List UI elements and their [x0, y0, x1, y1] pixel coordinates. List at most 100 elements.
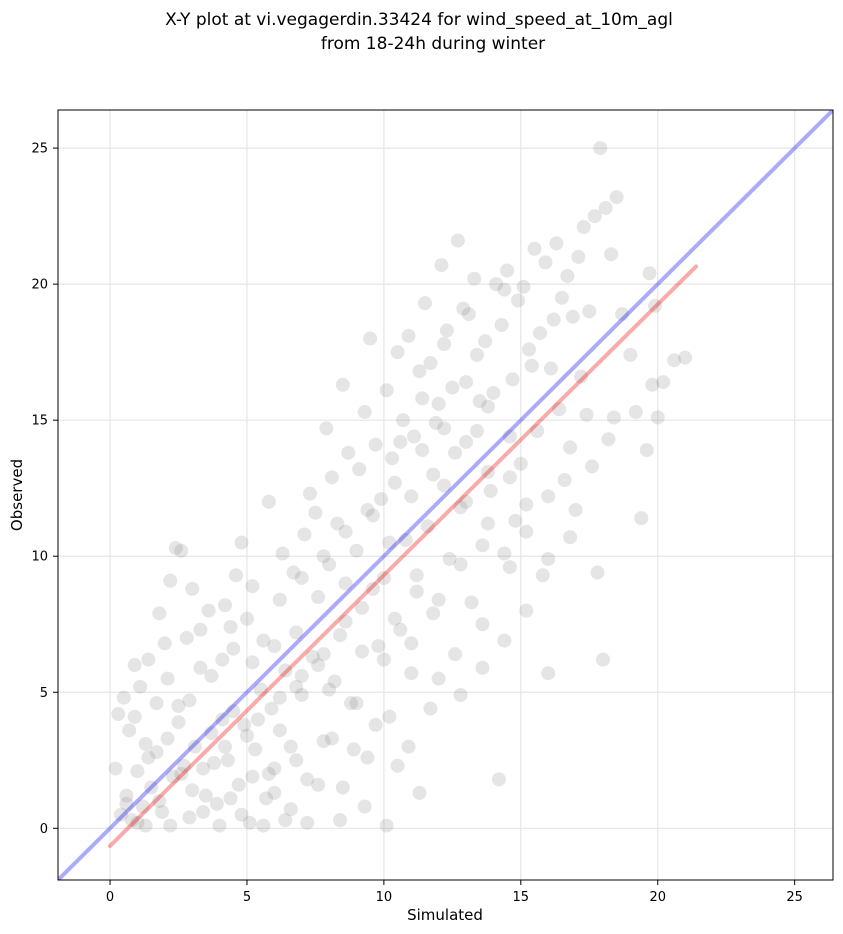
scatter-point	[459, 494, 474, 509]
scatter-point	[475, 617, 490, 632]
scatter-point	[360, 502, 375, 517]
scatter-point	[327, 674, 342, 689]
scatter-point	[272, 592, 287, 607]
scatter-point	[563, 530, 578, 545]
scatter-point	[157, 636, 172, 651]
scatter-point	[415, 443, 430, 458]
scatter-point	[390, 345, 405, 360]
scatter-point	[333, 813, 348, 828]
scatter-point	[469, 424, 484, 439]
scatter-point	[464, 595, 479, 610]
plot-frame	[57, 109, 834, 881]
x-axis-label: Simulated	[407, 906, 483, 924]
scatter-point	[450, 233, 465, 248]
scatter-point	[338, 614, 353, 629]
scatter-point	[245, 769, 260, 784]
scatter-point	[491, 772, 506, 787]
scatter-point	[182, 693, 197, 708]
scatter-point	[346, 742, 361, 757]
scatter-point	[185, 581, 200, 596]
scatter-point	[234, 535, 249, 550]
scatter-point	[647, 298, 662, 313]
y-tick-label: 0	[40, 822, 48, 837]
scatter-point	[363, 331, 378, 346]
scatter-point	[278, 663, 293, 678]
scatter-point	[560, 268, 575, 283]
grid	[58, 110, 833, 880]
scatter-point	[155, 804, 170, 819]
scatter-point	[404, 489, 419, 504]
scatter-point	[108, 761, 123, 776]
scatter-point	[335, 780, 350, 795]
scatter-point	[160, 731, 175, 746]
x-tick-label: 0	[106, 890, 114, 905]
scatter-point	[193, 660, 208, 675]
scatter-point	[387, 611, 402, 626]
scatter-point	[437, 421, 452, 436]
scatter-point	[116, 690, 131, 705]
scatter-point	[152, 606, 167, 621]
scatter-point	[187, 739, 202, 754]
scatter-point	[278, 813, 293, 828]
scatter-point	[379, 818, 394, 833]
trend-lines	[58, 110, 833, 880]
scatter-point	[324, 470, 339, 485]
scatter-point	[111, 707, 126, 722]
scatter-point	[431, 396, 446, 411]
scatter-point	[574, 369, 589, 384]
scatter-point	[311, 590, 326, 605]
scatter-point	[409, 584, 424, 599]
scatter-point	[344, 696, 359, 711]
scatter-point	[497, 633, 512, 648]
scatter-point	[311, 658, 326, 673]
scatter-point	[264, 701, 279, 716]
scatter-point	[387, 475, 402, 490]
scatter-point	[543, 361, 558, 376]
scatter-point	[376, 570, 391, 585]
scatter-point	[412, 785, 427, 800]
scatter-point	[582, 304, 597, 319]
y-tick-label: 15	[31, 414, 48, 429]
y-tick-label: 5	[40, 686, 48, 701]
scatter-point	[568, 502, 583, 517]
scatter-point	[478, 334, 493, 349]
scatter-point	[371, 639, 386, 654]
scatter-point	[513, 456, 528, 471]
scatter-point	[294, 668, 309, 683]
fit-line	[108, 264, 699, 848]
scatter-point	[598, 200, 613, 215]
scatter-point	[204, 726, 219, 741]
scatter-point	[289, 679, 304, 694]
scatter-point	[546, 312, 561, 327]
scatter-point	[437, 478, 452, 493]
chart-subtitle: from 18-24h during winter	[321, 34, 545, 54]
scatter-point	[130, 764, 145, 779]
scatter-point	[256, 818, 271, 833]
scatter-point	[563, 440, 578, 455]
scatter-point	[267, 785, 282, 800]
scatter-point	[453, 557, 468, 572]
scatter-point	[196, 804, 211, 819]
scatter-point	[379, 383, 394, 398]
scatter-point	[480, 399, 495, 414]
scatter-point	[220, 753, 235, 768]
chart-title: X-Y plot at vi.vegagerdin.33424 for wind…	[165, 10, 673, 30]
x-tick-label: 20	[649, 890, 666, 905]
scatter-point	[423, 356, 438, 371]
scatter-point	[234, 807, 249, 822]
scatter-point	[431, 671, 446, 686]
scatter-point	[198, 788, 213, 803]
scatter-point	[368, 437, 383, 452]
scatter-point	[261, 494, 276, 509]
scatter-point	[409, 568, 424, 583]
scatter-point	[245, 655, 260, 670]
scatter-point	[207, 756, 222, 771]
scatter-point	[215, 652, 230, 667]
scatter-point	[642, 266, 657, 281]
scatter-point	[554, 290, 569, 305]
scatter-point	[330, 516, 345, 531]
scatter-point	[237, 717, 252, 732]
scatter-point	[519, 524, 534, 539]
scatter-point	[300, 772, 315, 787]
